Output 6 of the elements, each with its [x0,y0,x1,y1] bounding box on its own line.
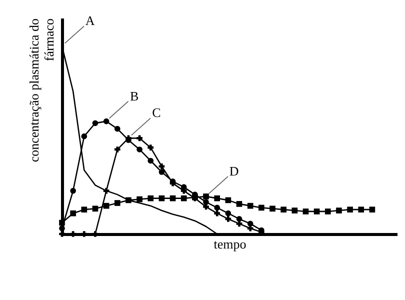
y-axis-title: concentração plasmática do fármaco [26,18,56,162]
x-axis-title: tempo [214,236,246,252]
annotation: D [229,163,239,178]
text: A [85,13,96,28]
annotation: C [152,105,161,120]
annotation: B [130,88,139,104]
